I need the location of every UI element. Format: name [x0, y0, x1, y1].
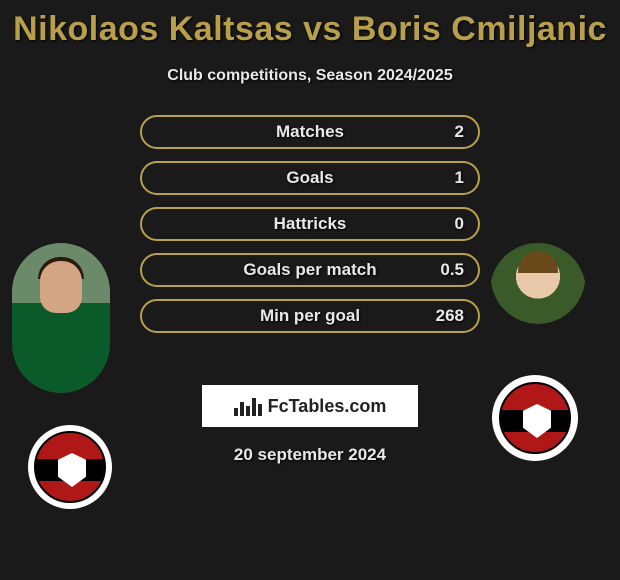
- page-title: Nikolaos Kaltsas vs Boris Cmiljanic: [0, 0, 620, 49]
- stat-value: 2: [455, 122, 464, 142]
- club-left-badge: [28, 425, 112, 509]
- stat-row: Min per goal 268: [140, 299, 480, 333]
- stat-label: Min per goal: [260, 306, 360, 326]
- stat-label: Matches: [276, 122, 344, 142]
- stats-area: Matches 2 Goals 1 Hattricks 0 Goals per …: [0, 115, 620, 333]
- stat-row: Goals per match 0.5: [140, 253, 480, 287]
- stat-value: 1: [455, 168, 464, 188]
- player-left-avatar: [12, 243, 110, 393]
- stat-row: Goals 1: [140, 161, 480, 195]
- stat-label: Hattricks: [274, 214, 347, 234]
- chart-icon: [234, 396, 262, 416]
- stat-label: Goals: [286, 168, 333, 188]
- club-right-badge: [492, 375, 578, 461]
- stat-row: Hattricks 0: [140, 207, 480, 241]
- stat-value: 0.5: [440, 260, 464, 280]
- stat-value: 268: [436, 306, 464, 326]
- stat-row: Matches 2: [140, 115, 480, 149]
- stat-label: Goals per match: [243, 260, 376, 280]
- stat-value: 0: [455, 214, 464, 234]
- player-right-avatar: [490, 243, 586, 339]
- subtitle: Club competitions, Season 2024/2025: [0, 67, 620, 85]
- branding-badge: FcTables.com: [202, 385, 418, 427]
- branding-text: FcTables.com: [268, 396, 387, 417]
